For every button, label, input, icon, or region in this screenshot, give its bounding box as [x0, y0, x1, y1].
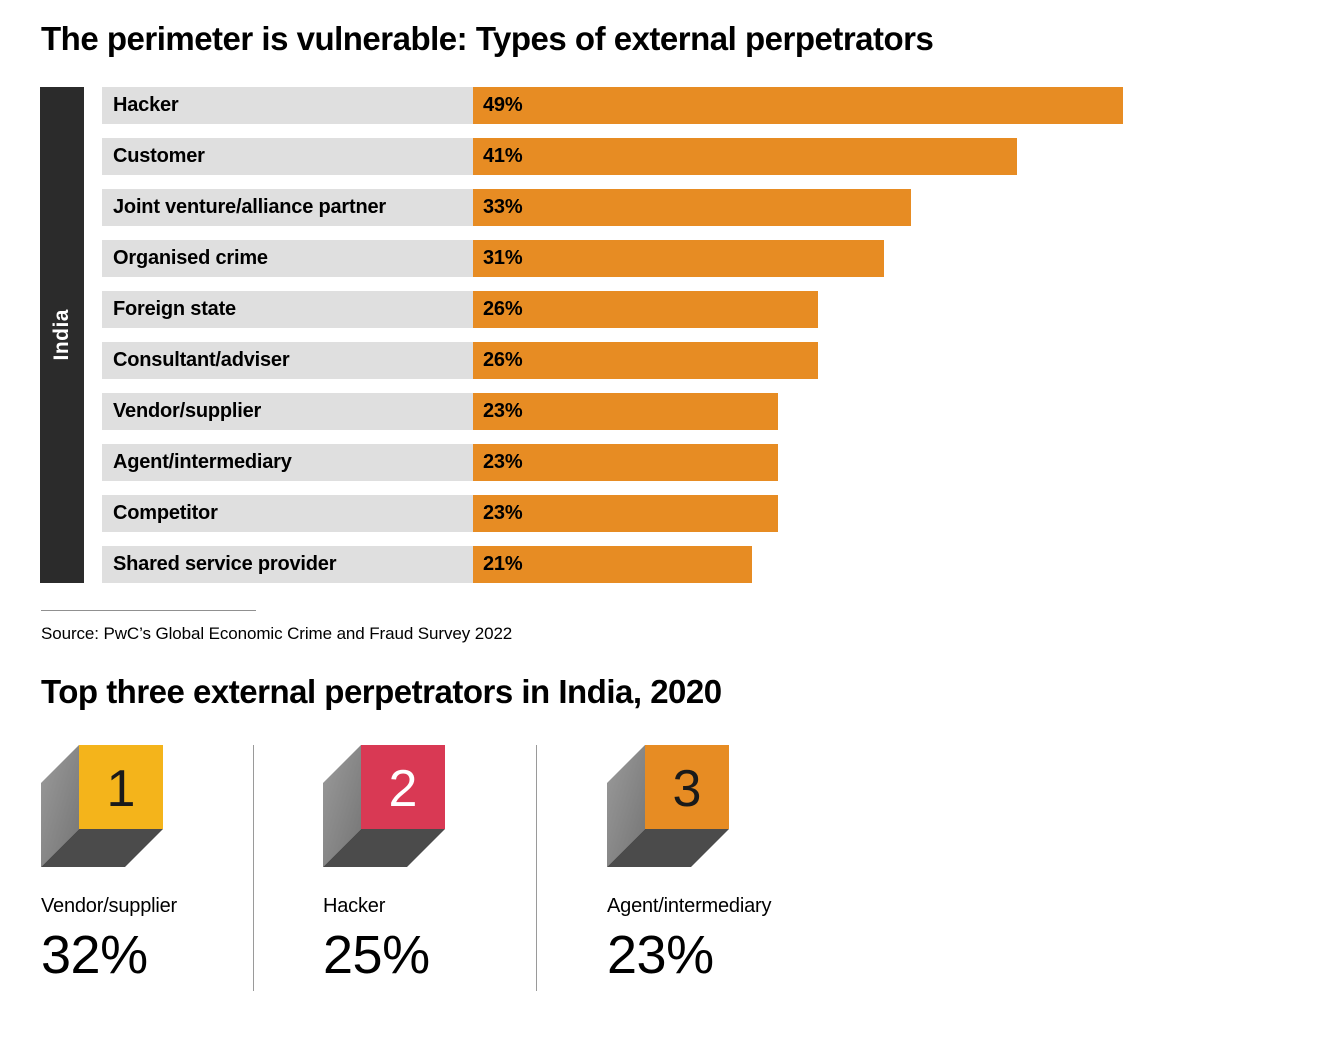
bar-row: Consultant/adviser 26%: [102, 342, 1123, 379]
top-three-cards: 1 Vendor/supplier 32% 2 Hacker 25% 3 Age…: [41, 745, 837, 991]
bar-row-label: Shared service provider: [102, 546, 473, 583]
cube-bottom-face: [323, 829, 445, 867]
bar-row-label: Foreign state: [102, 291, 473, 328]
bar-row-label: Agent/intermediary: [102, 444, 473, 481]
rank-cube-icon: 2: [323, 745, 445, 867]
bar-row-label: Joint venture/alliance partner: [102, 189, 473, 226]
bar-chart: India Hacker 49% Customer 41% Joint vent…: [40, 87, 1123, 583]
cube-front-face: [361, 745, 445, 829]
source-divider: [41, 610, 256, 611]
bar-row-label: Organised crime: [102, 240, 473, 277]
bar-value-label: 41%: [483, 145, 523, 167]
bar-value-label: 23%: [483, 451, 523, 473]
bar-row-label: Vendor/supplier: [102, 393, 473, 430]
bar-value-label: 23%: [483, 400, 523, 422]
bar-row: Joint venture/alliance partner 33%: [102, 189, 1123, 226]
region-axis-strip: India: [40, 87, 84, 583]
cube-left-face: [323, 745, 361, 867]
bar-value-label: 49%: [483, 94, 523, 116]
bar: 23%: [473, 393, 778, 430]
rank-card: 3 Agent/intermediary 23%: [537, 745, 837, 991]
cube-front-face: [645, 745, 729, 829]
bar: 41%: [473, 138, 1017, 175]
bar: 31%: [473, 240, 884, 277]
cube-rank-number: 3: [673, 760, 702, 818]
cube-left-face: [607, 745, 645, 867]
bar: 23%: [473, 444, 778, 481]
bar-row: Customer 41%: [102, 138, 1123, 175]
bar-row-label: Consultant/adviser: [102, 342, 473, 379]
cube-rank-number: 2: [389, 760, 418, 818]
cube-front-face: [79, 745, 163, 829]
rank-card-label: Agent/intermediary: [607, 895, 772, 917]
bar: 23%: [473, 495, 778, 532]
rank-card-label: Vendor/supplier: [41, 895, 177, 917]
bar-row: Competitor 23%: [102, 495, 1123, 532]
bar-rows: Hacker 49% Customer 41% Joint venture/al…: [102, 87, 1123, 583]
card-divider: [536, 745, 537, 991]
bar-value-label: 31%: [483, 247, 523, 269]
rank-cube-icon: 3: [607, 745, 729, 867]
bar: 26%: [473, 342, 818, 379]
bar-value-label: 26%: [483, 349, 523, 371]
bar-value-label: 26%: [483, 298, 523, 320]
bar: 49%: [473, 87, 1123, 124]
source-text: Source: PwC’s Global Economic Crime and …: [41, 624, 513, 643]
bar-value-label: 33%: [483, 196, 523, 218]
cube-bottom-face: [607, 829, 729, 867]
rank-card: 2 Hacker 25%: [254, 745, 536, 991]
bar: 21%: [473, 546, 752, 583]
bar-row: Hacker 49%: [102, 87, 1123, 124]
rank-card-value: 32%: [41, 925, 148, 985]
cube-rank-number: 1: [107, 760, 136, 818]
rank-card-value: 25%: [323, 925, 430, 985]
top-three-title: Top three external perpetrators in India…: [41, 673, 722, 710]
bar-row-label: Customer: [102, 138, 473, 175]
bar-row: Foreign state 26%: [102, 291, 1123, 328]
rank-card: 1 Vendor/supplier 32%: [41, 745, 253, 991]
rank-card-value: 23%: [607, 925, 714, 985]
cube-bottom-face: [41, 829, 163, 867]
cube-left-face: [41, 745, 79, 867]
rank-cube-icon: 1: [41, 745, 163, 867]
chart-title: The perimeter is vulnerable: Types of ex…: [41, 20, 934, 57]
bar-row: Shared service provider 21%: [102, 546, 1123, 583]
rank-card-label: Hacker: [323, 895, 386, 917]
bar-row-label: Hacker: [102, 87, 473, 124]
bar-row: Agent/intermediary 23%: [102, 444, 1123, 481]
bar-row-label: Competitor: [102, 495, 473, 532]
bar-value-label: 21%: [483, 553, 523, 575]
bar-value-label: 23%: [483, 502, 523, 524]
bar-row: Vendor/supplier 23%: [102, 393, 1123, 430]
region-axis-label: India: [50, 309, 73, 361]
card-divider: [253, 745, 254, 991]
bar: 26%: [473, 291, 818, 328]
bar-row: Organised crime 31%: [102, 240, 1123, 277]
bar: 33%: [473, 189, 911, 226]
